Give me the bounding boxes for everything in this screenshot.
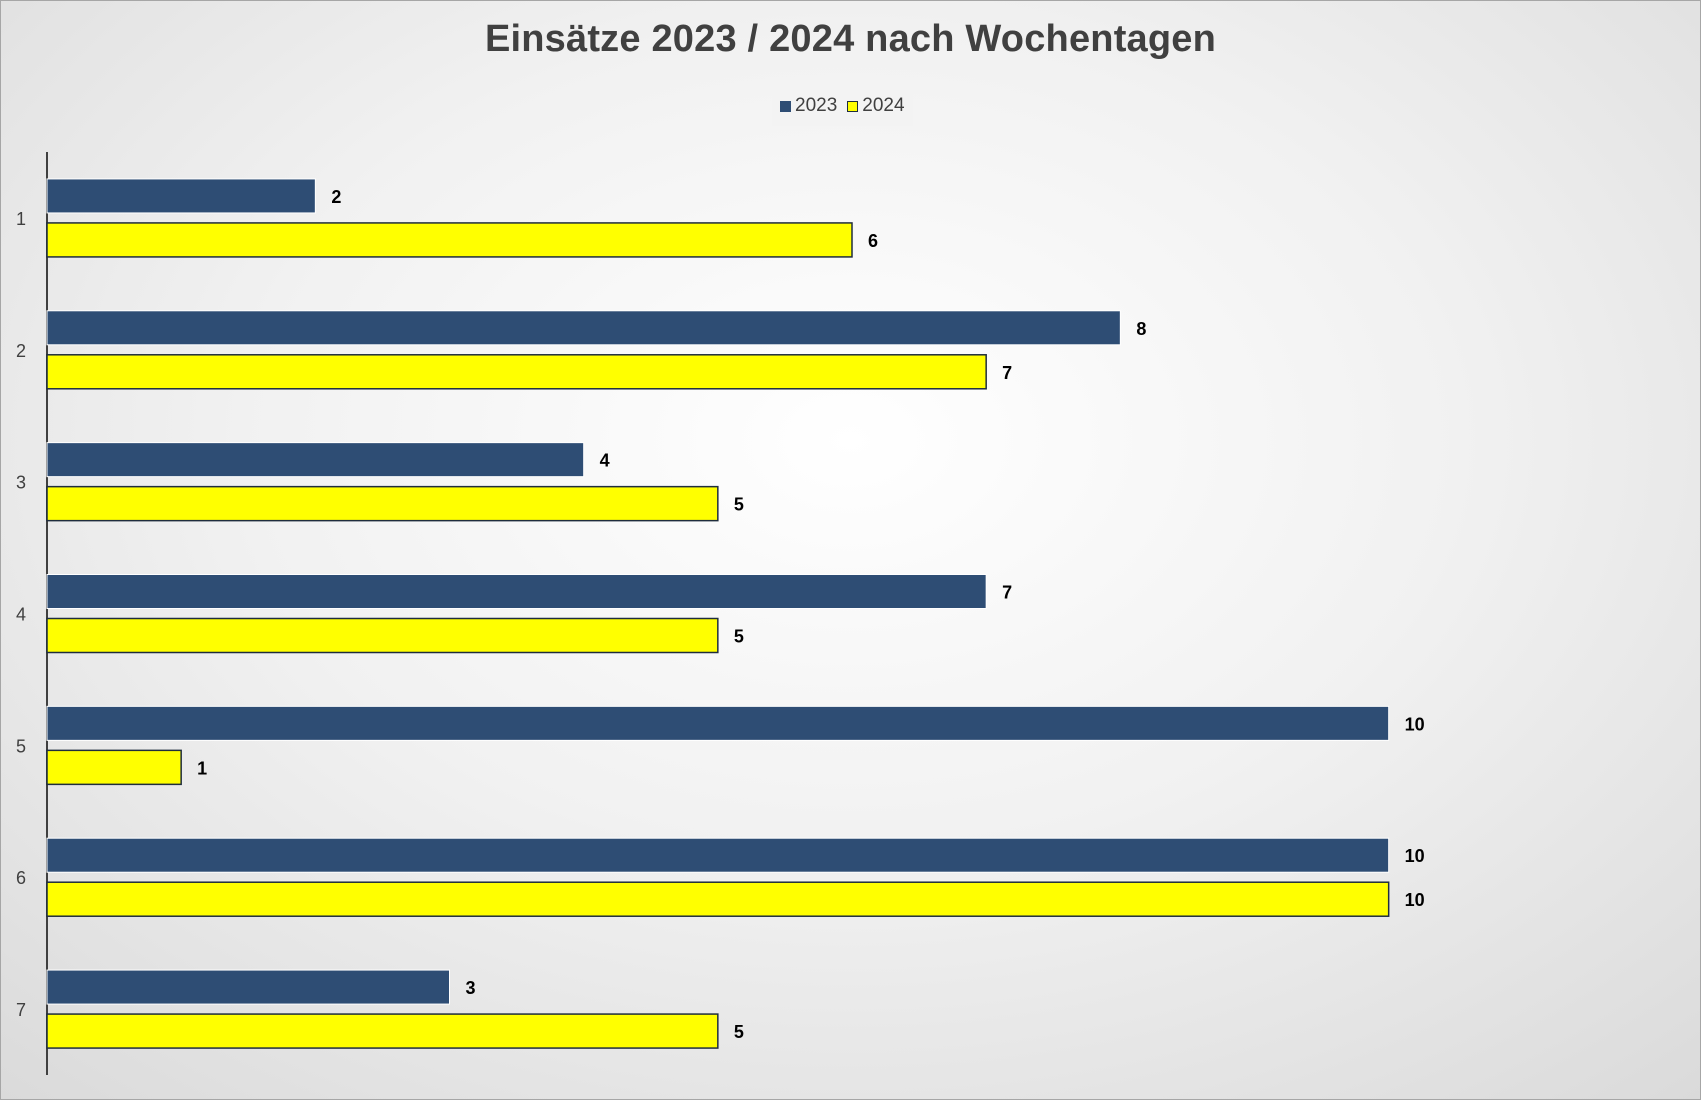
data-label-2023-3: 4: [600, 451, 610, 471]
data-label-2024-3: 5: [734, 495, 744, 515]
data-label-2024-7: 5: [734, 1022, 744, 1042]
bar-2023-7: [46, 969, 450, 1005]
y-tick-label: 1: [16, 209, 26, 229]
y-tick-label: 2: [16, 341, 26, 361]
bar-2023-5: [46, 705, 1390, 741]
legend-label-2024: 2024: [862, 95, 905, 116]
data-label-2023-4: 7: [1002, 583, 1012, 603]
bar-2024-5: [46, 749, 182, 786]
bar-2024-1: [46, 222, 853, 258]
data-label-2024-2: 7: [1002, 363, 1012, 383]
data-label-2024-6: 10: [1405, 890, 1425, 910]
y-tick-label: 4: [16, 605, 26, 625]
bar-2023-6: [46, 837, 1390, 873]
legend-swatch-2024: [847, 100, 859, 112]
chart-title: Einsätze 2023 / 2024 nach Wochentagen: [484, 18, 1217, 60]
y-tick-label: 3: [16, 473, 26, 493]
data-label-2023-7: 3: [466, 978, 476, 998]
bar-2023-1: [46, 178, 316, 214]
legend-label-2023: 2023: [795, 95, 838, 116]
data-label-2023-2: 8: [1136, 319, 1146, 339]
data-label-2023-6: 10: [1405, 846, 1425, 866]
legend-entry-2023: 2023: [780, 95, 837, 117]
bar-2024-3: [46, 485, 719, 522]
bar-2023-3: [46, 442, 585, 478]
bar-2023-2: [46, 310, 1121, 346]
data-label-2023-1: 2: [331, 187, 341, 207]
bar-2024-4: [46, 617, 719, 654]
y-tick-label: 5: [16, 736, 26, 756]
data-label-2024-4: 5: [734, 627, 744, 647]
data-label-2023-5: 10: [1405, 714, 1425, 734]
bar-2024-2: [46, 354, 987, 390]
legend: 2023 2024: [772, 86, 913, 126]
legend-entry-2024: 2024: [847, 95, 905, 117]
y-tick-label: 6: [16, 868, 26, 888]
bar-2023-4: [46, 574, 987, 609]
bar-2024-6: [46, 881, 1390, 917]
data-label-2024-1: 6: [868, 231, 878, 251]
bar-2024-7: [46, 1013, 719, 1049]
legend-swatch-2023: [780, 100, 791, 112]
y-tick-label: 7: [16, 1000, 26, 1020]
data-label-2024-5: 1: [197, 758, 207, 778]
